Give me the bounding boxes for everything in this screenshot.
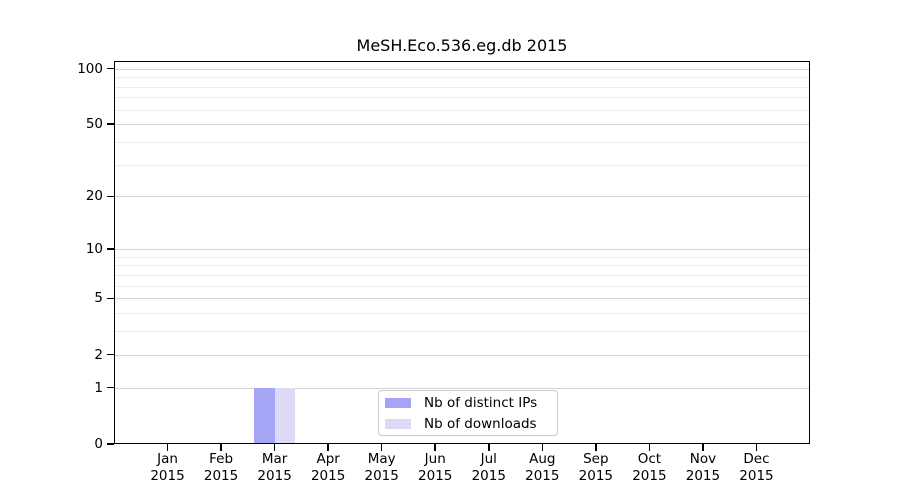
x-tick-mark [488,444,490,451]
legend-label: Nb of distinct IPs [424,394,538,411]
gridline-major [114,298,810,300]
y-tick-mark [107,248,114,250]
y-tick-label: 1 [94,379,103,396]
legend-swatch-nb-of-distinct-ips [385,397,411,408]
x-tick-mark [380,444,383,451]
gridline-minor [114,256,810,258]
gridline-minor [114,265,810,267]
gridline-major [114,354,810,356]
gridline-minor [114,331,810,333]
gridline-major [114,248,810,250]
y-tick-label: 0 [94,436,103,452]
chart-title: MeSH.Eco.536.eg.db 2015 [356,36,568,55]
legend-item: Nb of downloads [385,415,557,433]
x-tick-mark [273,444,276,451]
x-tick-mark [434,444,436,451]
plot-area [114,61,810,444]
gridline-major [114,68,810,70]
x-tick-mark [755,444,758,451]
y-tick-mark [107,386,114,389]
legend-swatch-nb-of-downloads [385,418,411,429]
gridline-minor [114,77,810,79]
x-tick-label: Dec 2015 [739,451,774,484]
gridline-major [114,124,810,126]
x-tick-label: Apr 2015 [310,451,346,484]
x-tick-mark [327,444,329,451]
y-tick-label: 5 [94,290,103,307]
x-tick-mark [166,444,169,451]
x-tick-label: Aug 2015 [525,451,560,484]
y-tick-label: 50 [85,116,103,133]
y-tick-mark [107,67,114,70]
y-tick-label: 2 [94,346,103,363]
x-tick-mark [648,444,651,451]
gridline-minor [114,109,810,111]
gridline-major [114,387,810,389]
y-tick-mark [107,353,114,356]
y-tick-label: 10 [85,240,103,257]
x-tick-mark [541,444,544,451]
x-tick-mark [702,444,704,451]
gridline-major [114,196,810,198]
x-tick-mark [595,444,597,451]
x-tick-label: Jun 2015 [418,451,453,484]
x-tick-label: Sep 2015 [578,451,614,484]
x-tick-mark [220,444,222,451]
x-tick-label: Jul 2015 [471,451,506,484]
legend-item: Nb of distinct IPs [385,394,557,412]
x-tick-label: Nov 2015 [685,451,721,484]
gridline-minor [114,141,810,143]
y-tick-mark [107,123,114,125]
x-tick-label: Mar 2015 [257,451,292,484]
y-tick-label: 100 [77,60,103,77]
y-tick-mark [107,195,114,198]
legend-label: Nb of downloads [424,415,537,432]
gridline-minor [114,164,810,166]
gridline-minor [114,285,810,287]
x-tick-label: Feb 2015 [203,451,239,484]
legend: Nb of distinct IPs Nb of downloads [378,390,558,436]
x-tick-label: Jan 2015 [150,451,185,484]
gridline-minor [114,274,810,276]
gridline-minor [114,97,810,99]
gridline-minor [114,313,810,315]
bar-nb-of-distinct-ips [254,387,275,444]
y-tick-mark [107,297,114,300]
x-tick-label: Oct 2015 [632,451,667,484]
gridline-minor [114,86,810,88]
x-tick-label: May 2015 [364,451,399,484]
bar-nb-of-downloads [274,387,295,444]
y-tick-label: 20 [85,188,103,205]
y-tick-mark [107,443,114,445]
